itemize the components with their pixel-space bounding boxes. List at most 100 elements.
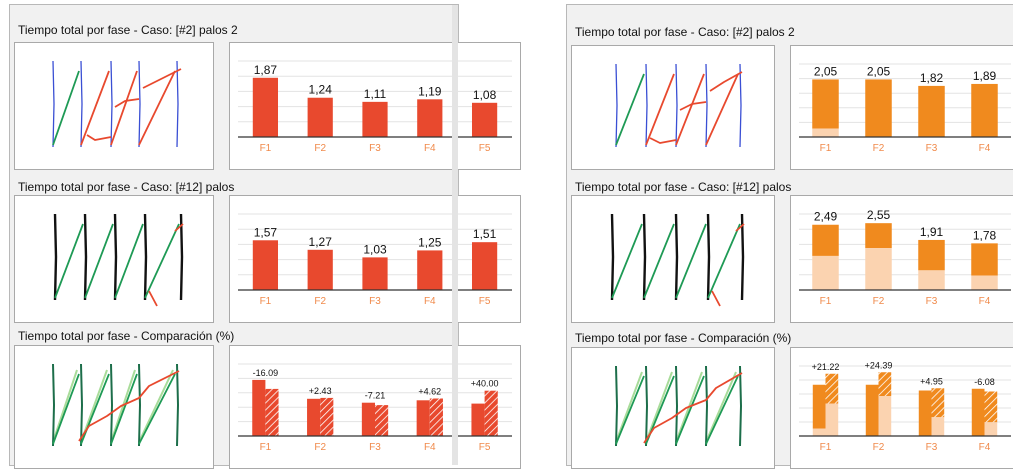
- trajectory-lines: [610, 213, 745, 307]
- bar-case-a: [252, 379, 266, 436]
- trace-rise: [110, 373, 138, 445]
- trace-rise: [84, 223, 114, 299]
- bar-lower: [812, 255, 839, 290]
- bar-chart: 2,49 F1 2,55 F2 1,91 F3 1,78 F4: [790, 195, 1013, 323]
- post-line: [645, 365, 648, 447]
- data-label: 1,78: [973, 228, 997, 242]
- trajectory-plot: [571, 45, 775, 170]
- ghost-stroke: [705, 371, 737, 443]
- bar-lower: [812, 128, 839, 137]
- ghost-stroke: [138, 369, 174, 443]
- trace-rise: [114, 223, 144, 299]
- data-label: 1,89: [973, 69, 997, 83]
- tick-label: F3: [369, 143, 381, 154]
- bar-case-a: [471, 403, 485, 436]
- post-line: [615, 365, 618, 447]
- data-label: -16.09: [253, 368, 279, 378]
- bar-chart-svg: 2,49 F1 2,55 F2 1,91 F3 1,78 F4: [799, 208, 1011, 307]
- trace-rise: [80, 70, 110, 146]
- section-title: Tiempo total por fase - Comparación (%): [575, 331, 792, 345]
- bar: [362, 101, 388, 137]
- tick-label: F4: [979, 143, 991, 154]
- bar-chart: -16.09 F1 +2.43 F2 -7.21 F3 +4.62 F4 +40.00 F5: [229, 345, 521, 469]
- trajectory-plot: [14, 195, 214, 323]
- data-label: 2,55: [867, 208, 891, 222]
- bar-upper: [865, 223, 892, 249]
- tick-label: F3: [369, 442, 381, 453]
- tick-label: F1: [820, 296, 832, 307]
- trace-loop: [142, 68, 182, 89]
- trajectory-plot: [571, 347, 775, 469]
- bar: [417, 250, 443, 290]
- tick-label: F1: [820, 143, 832, 154]
- scrollbar[interactable]: [452, 5, 458, 465]
- post-line: [53, 213, 58, 301]
- trace-loop: [78, 370, 180, 442]
- trace-rise: [675, 223, 707, 299]
- trace-rise: [615, 73, 645, 146]
- trace-loop: [711, 290, 721, 307]
- post-line: [110, 60, 113, 148]
- bar-case-b: [265, 388, 279, 436]
- post-line: [642, 213, 647, 301]
- tick-label: F1: [820, 442, 832, 453]
- bar: [252, 77, 279, 137]
- bar-case-a: [918, 390, 932, 436]
- bar: [417, 99, 443, 137]
- data-label: 1,82: [920, 71, 944, 85]
- bar-case-b-lower: [931, 417, 945, 436]
- trace-loop: [735, 223, 745, 232]
- post-line: [645, 63, 648, 148]
- data-label: 1,51: [473, 227, 497, 241]
- section-title: Tiempo total por fase - Caso: [#12] palo…: [575, 180, 792, 194]
- bar-case-a: [812, 384, 826, 429]
- bar: [307, 249, 333, 290]
- trace-loop: [174, 223, 184, 232]
- trace-rise: [52, 70, 80, 146]
- post-line: [739, 365, 742, 447]
- tick-label: F4: [424, 143, 436, 154]
- trajectory-lines: [615, 365, 743, 447]
- tick-label: F2: [314, 442, 326, 453]
- bar-case-b: [931, 388, 945, 418]
- post-line: [610, 213, 615, 301]
- data-label: +2.43: [309, 386, 332, 396]
- tick-label: F1: [260, 143, 272, 154]
- tick-label: F4: [424, 442, 436, 453]
- bar-upper: [918, 239, 945, 271]
- trace-rise: [615, 375, 645, 445]
- bar-chart-svg: 2,05 F1 2,05 F2 1,82 F3 1,89 F4: [799, 63, 1011, 154]
- bar-case-b: [984, 391, 998, 423]
- bar-lower: [918, 270, 945, 290]
- trace-rise: [705, 73, 739, 146]
- bar: [471, 102, 498, 137]
- post-line: [80, 363, 83, 447]
- bar: [471, 242, 498, 290]
- bar-upper: [971, 243, 998, 276]
- trace-loop: [679, 101, 707, 111]
- ghost-stroke: [52, 369, 78, 443]
- data-label: 1,11: [364, 87, 387, 101]
- panel-right: Tiempo total por fase - Caso: [#2] palos…: [566, 4, 1013, 469]
- data-label: +21.22: [812, 362, 840, 372]
- bar-case-b-lower: [984, 422, 998, 436]
- tick-label: F3: [926, 296, 938, 307]
- post-line: [176, 60, 179, 148]
- tick-label: F2: [314, 296, 326, 307]
- tick-label: F3: [926, 143, 938, 154]
- bar-upper: [918, 85, 945, 137]
- trajectory-plot: [14, 345, 214, 469]
- tick-label: F5: [479, 442, 491, 453]
- trace-loop: [148, 290, 158, 307]
- data-label: 1,27: [309, 235, 333, 249]
- trace-rise: [645, 73, 675, 146]
- data-label: 2,05: [867, 64, 891, 78]
- trace-rise: [80, 373, 110, 445]
- section-title: Tiempo total por fase - Caso: [#12] palo…: [18, 180, 235, 194]
- tick-label: F4: [979, 296, 991, 307]
- post-line: [83, 213, 88, 301]
- post-line: [705, 63, 708, 148]
- section-title: Tiempo total por fase - Caso: [#2] palos…: [575, 25, 795, 39]
- trace-rise: [675, 73, 705, 146]
- data-label: 1,03: [363, 242, 387, 256]
